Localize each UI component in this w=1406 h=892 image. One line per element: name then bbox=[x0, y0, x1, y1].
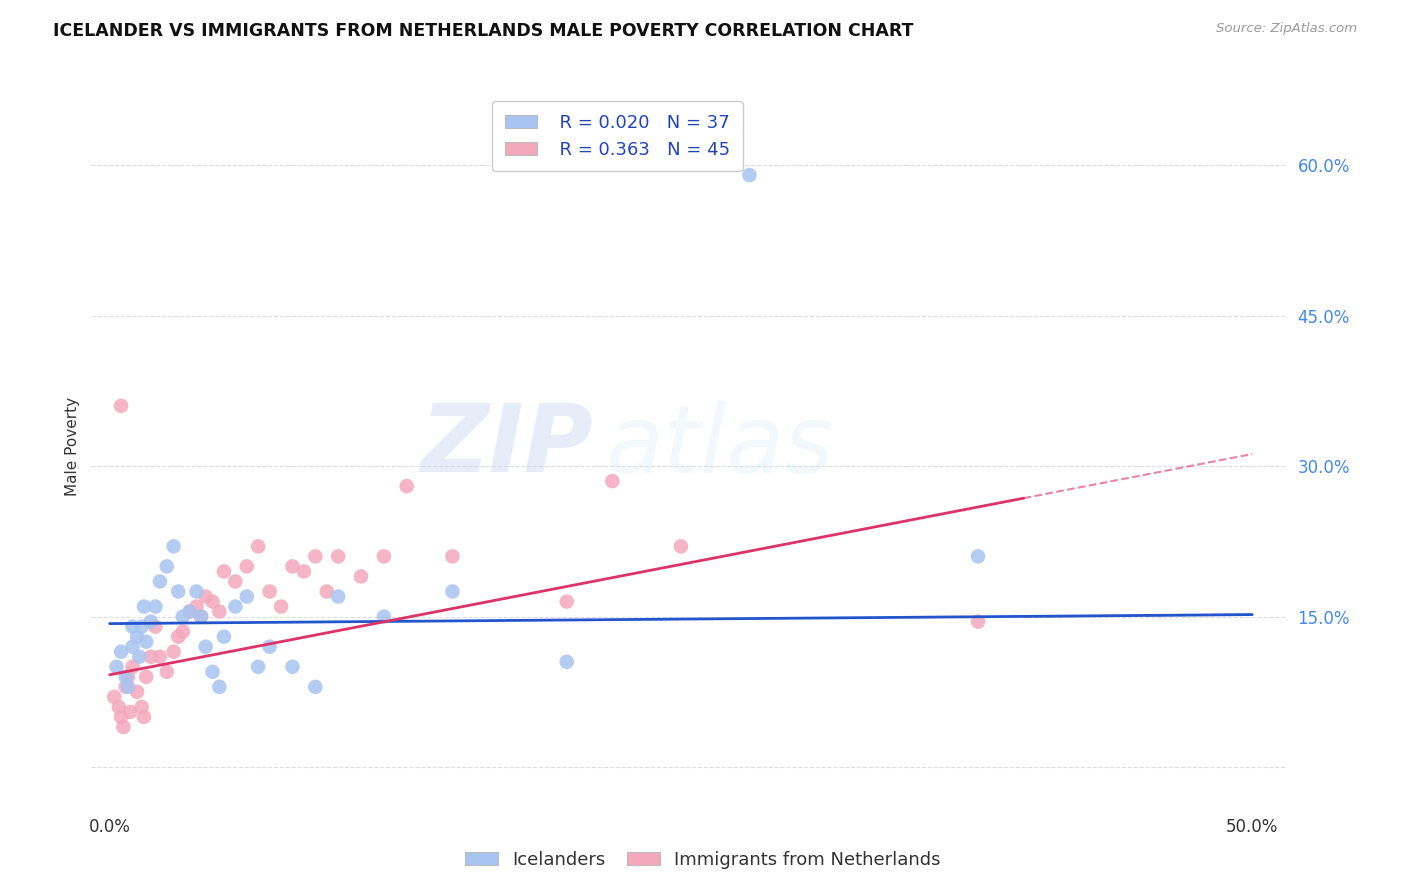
Point bbox=[114, 680, 136, 694]
Point bbox=[738, 168, 761, 182]
Point bbox=[201, 665, 224, 679]
Point bbox=[967, 615, 990, 629]
Point bbox=[156, 665, 179, 679]
Point bbox=[281, 660, 304, 674]
Text: atlas: atlas bbox=[605, 401, 834, 491]
Point bbox=[114, 670, 136, 684]
Point bbox=[208, 680, 231, 694]
Point bbox=[201, 594, 224, 608]
Point bbox=[167, 630, 190, 644]
Point bbox=[121, 660, 143, 674]
Point bbox=[163, 645, 186, 659]
Point bbox=[186, 584, 208, 599]
Point bbox=[139, 649, 162, 664]
Point bbox=[121, 640, 143, 654]
Point bbox=[149, 649, 172, 664]
Point bbox=[247, 539, 270, 553]
Point bbox=[135, 634, 157, 648]
Point bbox=[247, 660, 270, 674]
Point bbox=[167, 584, 190, 599]
Point bbox=[212, 630, 235, 644]
Point bbox=[236, 590, 259, 604]
Point bbox=[149, 574, 172, 589]
Point bbox=[127, 630, 149, 644]
Point bbox=[186, 599, 208, 614]
Point bbox=[373, 609, 395, 624]
Point bbox=[967, 549, 990, 564]
Point bbox=[350, 569, 373, 583]
Point bbox=[190, 609, 212, 624]
Point bbox=[395, 479, 418, 493]
Point bbox=[145, 599, 167, 614]
Y-axis label: Male Poverty: Male Poverty bbox=[65, 396, 80, 496]
Point bbox=[132, 599, 155, 614]
Point bbox=[555, 594, 578, 608]
Point bbox=[156, 559, 179, 574]
Point bbox=[172, 609, 194, 624]
Text: ICELANDER VS IMMIGRANTS FROM NETHERLANDS MALE POVERTY CORRELATION CHART: ICELANDER VS IMMIGRANTS FROM NETHERLANDS… bbox=[53, 22, 914, 40]
Point bbox=[131, 620, 153, 634]
Point bbox=[172, 624, 194, 639]
Point bbox=[131, 700, 153, 714]
Point bbox=[441, 549, 464, 564]
Point bbox=[128, 649, 150, 664]
Point bbox=[270, 599, 292, 614]
Point bbox=[208, 605, 231, 619]
Point bbox=[328, 549, 350, 564]
Text: Source: ZipAtlas.com: Source: ZipAtlas.com bbox=[1216, 22, 1357, 36]
Point bbox=[121, 620, 143, 634]
Point bbox=[145, 620, 167, 634]
Point bbox=[259, 584, 281, 599]
Point bbox=[224, 574, 246, 589]
Point bbox=[117, 670, 139, 684]
Point bbox=[281, 559, 304, 574]
Point bbox=[292, 565, 315, 579]
Point bbox=[194, 590, 217, 604]
Text: ZIP: ZIP bbox=[420, 400, 593, 492]
Point bbox=[110, 399, 132, 413]
Point bbox=[441, 584, 464, 599]
Point bbox=[304, 680, 326, 694]
Point bbox=[103, 690, 125, 704]
Point bbox=[127, 685, 149, 699]
Point bbox=[105, 660, 128, 674]
Point bbox=[110, 710, 132, 724]
Point bbox=[669, 539, 692, 553]
Point bbox=[110, 645, 132, 659]
Point bbox=[135, 670, 157, 684]
Point bbox=[163, 539, 186, 553]
Point bbox=[194, 640, 217, 654]
Point bbox=[179, 605, 201, 619]
Legend: Icelanders, Immigrants from Netherlands: Icelanders, Immigrants from Netherlands bbox=[458, 844, 948, 876]
Point bbox=[236, 559, 259, 574]
Point bbox=[139, 615, 162, 629]
Point bbox=[224, 599, 246, 614]
Point bbox=[555, 655, 578, 669]
Point bbox=[179, 605, 201, 619]
Point bbox=[328, 590, 350, 604]
Point bbox=[117, 680, 139, 694]
Point bbox=[373, 549, 395, 564]
Point bbox=[315, 584, 337, 599]
Point bbox=[212, 565, 235, 579]
Point bbox=[120, 705, 142, 719]
Point bbox=[112, 720, 135, 734]
Legend:   R = 0.020   N = 37,   R = 0.363   N = 45: R = 0.020 N = 37, R = 0.363 N = 45 bbox=[492, 101, 742, 171]
Point bbox=[190, 609, 212, 624]
Point bbox=[304, 549, 326, 564]
Point bbox=[108, 700, 131, 714]
Point bbox=[602, 474, 624, 488]
Point bbox=[132, 710, 155, 724]
Point bbox=[259, 640, 281, 654]
